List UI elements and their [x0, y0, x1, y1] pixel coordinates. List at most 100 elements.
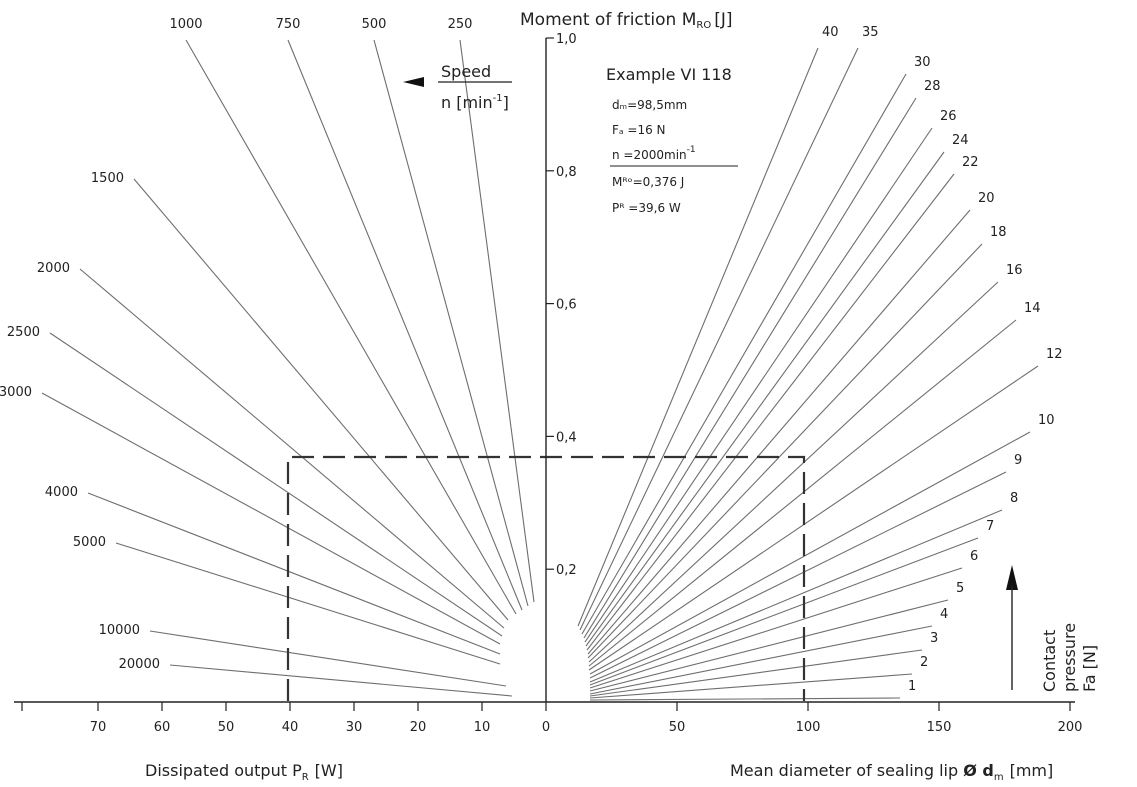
y-axis-title: Moment of friction MRO [J]: [520, 10, 733, 31]
speed-line-label-5000: 5000: [73, 535, 106, 550]
x-right-title: Mean diameter of sealing lip Ø dm [mm]: [730, 761, 1053, 783]
y-tick-label: 0,6: [556, 298, 577, 313]
pressure-line-label-35: 35: [862, 25, 879, 40]
y-tick-label: 0,4: [556, 430, 577, 445]
example-dm: dₘ=98,5mm: [612, 98, 687, 112]
speed-line-2500: [49, 332, 503, 637]
speed-line-750: [287, 39, 523, 611]
speed-line-20000: [169, 664, 513, 697]
pressure-line-label-26: 26: [940, 109, 957, 124]
pressure-line-label-40: 40: [822, 25, 839, 40]
x-left-tick-label: 60: [154, 720, 171, 735]
pressure-line-2: [589, 673, 913, 699]
pressure-line-18: [587, 243, 983, 659]
pressure-label-2: pressure: [1060, 623, 1079, 692]
pressure-line-24: [585, 151, 945, 647]
x-left-tick-label: 40: [282, 720, 299, 735]
pressure-line-label-3: 3: [930, 631, 938, 646]
speed-line-2000: [79, 268, 505, 629]
pressure-line-label-10: 10: [1038, 413, 1055, 428]
speed-line-label-1000: 1000: [169, 17, 202, 32]
speed-line-label-250: 250: [448, 17, 473, 32]
pressure-line-label-28: 28: [924, 79, 941, 94]
pressure-line-9: [589, 471, 1007, 679]
x-right-tick-label: 150: [927, 720, 952, 735]
speed-line-5000: [115, 542, 501, 665]
speed-line-label-2000: 2000: [37, 261, 70, 276]
speed-line-label-750: 750: [276, 17, 301, 32]
example-pr: Pᴿ =39,6 W: [612, 201, 681, 215]
pressure-line-30: [581, 73, 907, 635]
pressure-line-1: [589, 697, 901, 701]
pressure-line-label-14: 14: [1024, 301, 1041, 316]
x-left-tick-label: 0: [542, 720, 550, 735]
pressure-line-label-24: 24: [952, 133, 969, 148]
pressure-line-22: [586, 173, 955, 651]
example-fa: Fₐ =16 N: [612, 123, 666, 137]
pressure-line-label-20: 20: [978, 191, 995, 206]
speed-line-label-3000: 3000: [0, 385, 32, 400]
x-right-tick-label: 100: [796, 720, 821, 735]
pressure-line-label-5: 5: [956, 581, 964, 596]
origin-mask: [512, 630, 588, 702]
pressure-line-28: [583, 97, 917, 639]
pressure-arrow-icon: [1006, 565, 1018, 590]
pressure-line-label-6: 6: [970, 549, 978, 564]
pressure-line-label-18: 18: [990, 225, 1007, 240]
pressure-line-6: [589, 567, 963, 689]
pressure-line-label-22: 22: [962, 155, 979, 170]
pressure-line-4: [589, 625, 933, 695]
y-tick-label: 1,0: [556, 32, 577, 47]
pressure-line-20: [587, 209, 971, 655]
x-left-tick-label: 70: [90, 720, 107, 735]
example-title: Example VI 118: [606, 65, 732, 84]
x-left-title: Dissipated output PR [W]: [145, 761, 343, 783]
example-n: n =2000min-1: [612, 145, 696, 162]
x-left-tick-label: 50: [218, 720, 235, 735]
pressure-line-40: [577, 47, 819, 627]
example-mro: Mᴿᵒ=0,376 J: [612, 175, 684, 189]
speed-line-label-2500: 2500: [7, 325, 40, 340]
speed-label: Speed: [441, 62, 491, 81]
speed-unit-label: n [min-1]: [441, 93, 509, 112]
y-tick-label: 0,2: [556, 563, 577, 578]
x-right-tick-label: 200: [1058, 720, 1083, 735]
pressure-line-label-16: 16: [1006, 263, 1023, 278]
speed-line-500: [373, 39, 529, 607]
speed-line-1500: [133, 178, 509, 621]
pressure-line-label-30: 30: [914, 55, 931, 70]
speed-line-250: [459, 39, 535, 603]
pressure-line-label-4: 4: [940, 607, 948, 622]
x-right-tick-label: 50: [669, 720, 686, 735]
pressure-line-12: [588, 365, 1039, 671]
pressure-line-label-2: 2: [920, 655, 928, 670]
pressure-line-label-7: 7: [986, 519, 994, 534]
pressure-line-7: [589, 537, 979, 686]
pressure-line-8: [589, 509, 1003, 683]
speed-line-3000: [41, 392, 501, 645]
x-left-tick-label: 30: [346, 720, 363, 735]
speed-arrow-icon: [403, 77, 424, 87]
pressure-line-35: [579, 47, 859, 631]
pressure-line-26: [584, 127, 933, 643]
pressure-line-label-9: 9: [1014, 453, 1022, 468]
x-left-tick-label: 10: [474, 720, 491, 735]
speed-line-1000: [185, 39, 517, 615]
speed-line-label-1500: 1500: [91, 171, 124, 186]
speed-line-label-10000: 10000: [99, 623, 140, 638]
speed-line-label-500: 500: [362, 17, 387, 32]
pressure-line-5: [589, 599, 949, 692]
y-tick-label: 0,8: [556, 165, 577, 180]
speed-line-10000: [149, 630, 507, 687]
pressure-line-label-1: 1: [908, 679, 916, 694]
pressure-line-10: [589, 431, 1031, 675]
pressure-line-14: [588, 319, 1017, 667]
pressure-label-1: Contact: [1040, 630, 1059, 692]
speed-line-4000: [87, 492, 501, 655]
speed-line-label-4000: 4000: [45, 485, 78, 500]
pressure-label-3: Fa [N]: [1080, 645, 1099, 692]
pressure-line-3: [589, 649, 923, 697]
speed-line-label-20000: 20000: [119, 657, 160, 672]
